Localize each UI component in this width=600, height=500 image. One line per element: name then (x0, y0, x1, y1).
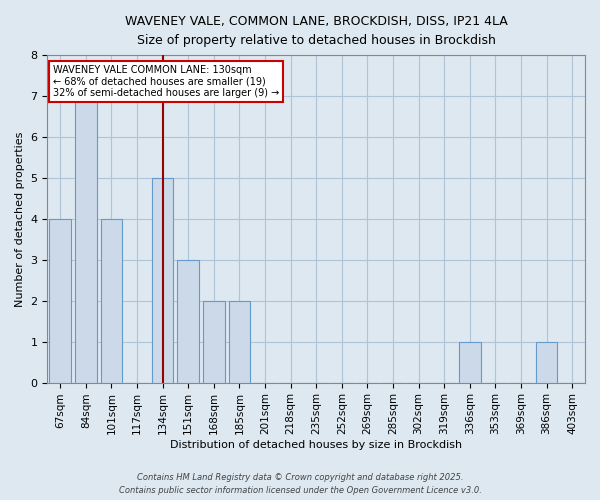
Bar (459, 342, 481, 382)
Bar (203, 300, 224, 382)
Bar (152, 178, 173, 382)
Bar (101, 219, 122, 382)
X-axis label: Distribution of detached houses by size in Brockdish: Distribution of detached houses by size … (170, 440, 462, 450)
Y-axis label: Number of detached properties: Number of detached properties (15, 131, 25, 306)
Text: Contains HM Land Registry data © Crown copyright and database right 2025.
Contai: Contains HM Land Registry data © Crown c… (119, 474, 481, 495)
Bar (178, 260, 199, 382)
Title: WAVENEY VALE, COMMON LANE, BROCKDISH, DISS, IP21 4LA
Size of property relative t: WAVENEY VALE, COMMON LANE, BROCKDISH, DI… (125, 15, 508, 47)
Bar (229, 300, 250, 382)
Bar (49, 219, 71, 382)
Bar (75, 96, 97, 382)
Bar (536, 342, 557, 382)
Text: WAVENEY VALE COMMON LANE: 130sqm
← 68% of detached houses are smaller (19)
32% o: WAVENEY VALE COMMON LANE: 130sqm ← 68% o… (53, 65, 279, 98)
